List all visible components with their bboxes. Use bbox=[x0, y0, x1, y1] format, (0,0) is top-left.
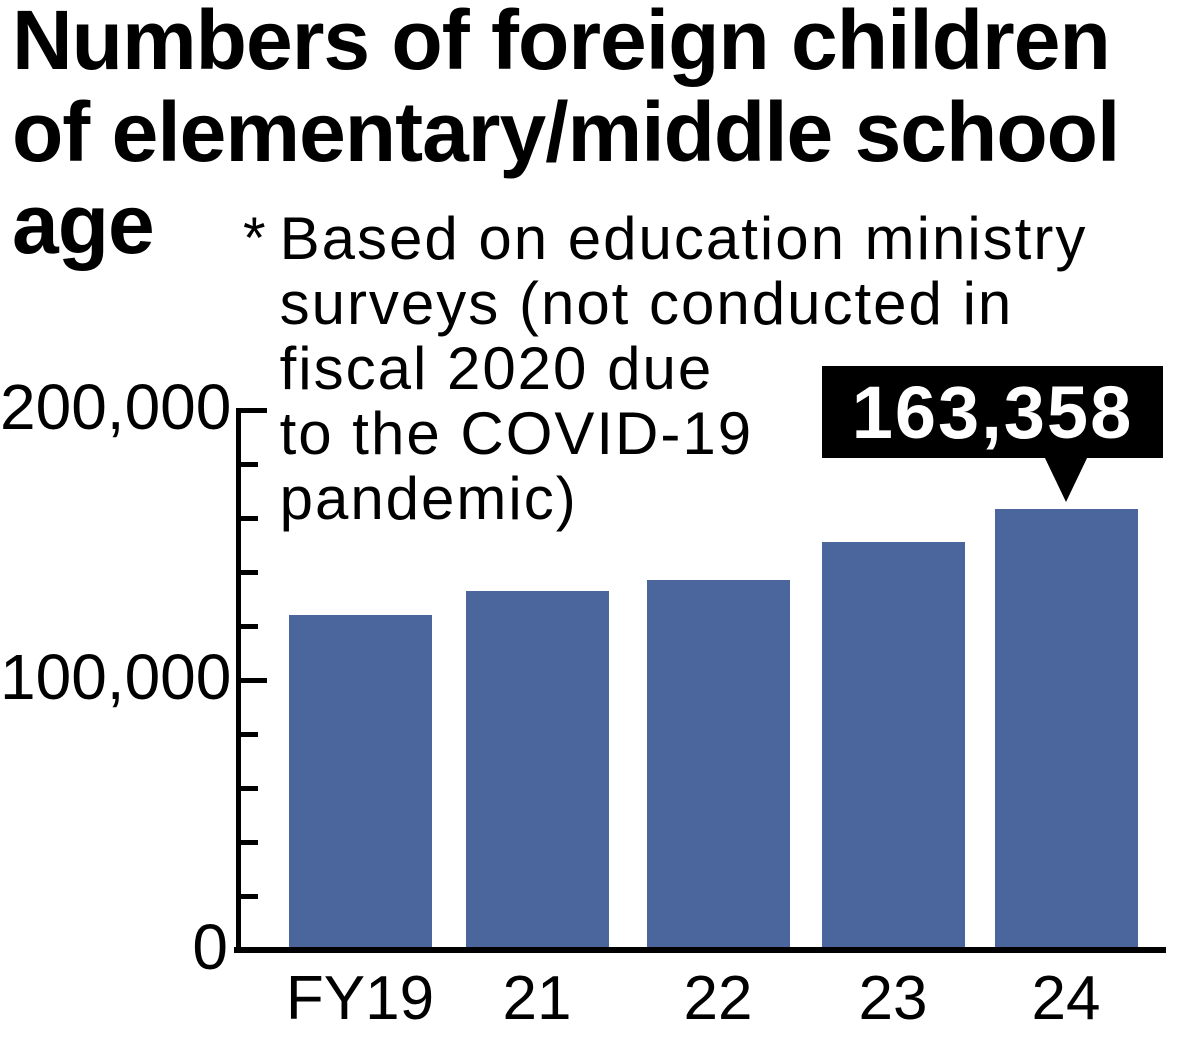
chart-title-line-3: age bbox=[12, 177, 155, 271]
y-tick-label-100000: 100,000 bbox=[0, 641, 232, 713]
callout-value-badge: 163,358 bbox=[822, 366, 1163, 458]
y-axis-line bbox=[236, 408, 241, 952]
y-tick-60000 bbox=[241, 785, 258, 791]
y-tick-160000 bbox=[241, 515, 258, 521]
y-tick-200000 bbox=[241, 407, 267, 413]
callout-value: 163,358 bbox=[851, 370, 1134, 454]
bar-22 bbox=[646, 580, 790, 950]
y-tick-80000 bbox=[241, 731, 258, 737]
asterisk-marker: * bbox=[243, 206, 266, 271]
bar-21 bbox=[465, 590, 609, 950]
footnote-line-3: fiscal 2020 due bbox=[279, 335, 714, 402]
chart-title: Numbers of foreign children of elementar… bbox=[12, 0, 1120, 271]
x-axis-line bbox=[234, 947, 1166, 953]
y-tick-label-0: 0 bbox=[192, 911, 228, 983]
y-tick-140000 bbox=[241, 569, 258, 575]
callout-pointer-triangle-icon bbox=[1044, 456, 1088, 502]
x-tick-label-23: 23 bbox=[858, 964, 928, 1033]
footnote-line-2: surveys (not conducted in bbox=[279, 270, 1014, 337]
y-tick-label-200000: 200,000 bbox=[0, 371, 232, 443]
footnote: * Based on education ministry surveys (n… bbox=[243, 206, 1087, 531]
y-tick-100000 bbox=[241, 677, 267, 683]
x-tick-label-fy19: FY19 bbox=[285, 964, 435, 1033]
footnote-line-1: Based on education ministry bbox=[279, 205, 1088, 272]
x-tick-label-24: 24 bbox=[1031, 964, 1101, 1033]
y-tick-40000 bbox=[241, 839, 258, 845]
x-tick-label-22: 22 bbox=[683, 964, 753, 1033]
x-tick-label-21: 21 bbox=[502, 964, 572, 1033]
footnote-line-4: to the COVID-19 bbox=[279, 400, 754, 467]
y-tick-120000 bbox=[241, 623, 258, 629]
chart-title-line-1: Numbers of foreign children bbox=[12, 0, 1111, 87]
chart-title-line-2: of elementary/middle school bbox=[12, 85, 1120, 179]
y-tick-180000 bbox=[241, 461, 258, 467]
y-tick-20000 bbox=[241, 893, 258, 899]
footnote-text: Based on education ministry surveys (not… bbox=[280, 206, 1088, 531]
footnote-line-5: pandemic) bbox=[279, 465, 578, 532]
bar-fy19 bbox=[288, 615, 432, 950]
bar-23 bbox=[821, 542, 965, 950]
bar-24 bbox=[994, 508, 1138, 950]
